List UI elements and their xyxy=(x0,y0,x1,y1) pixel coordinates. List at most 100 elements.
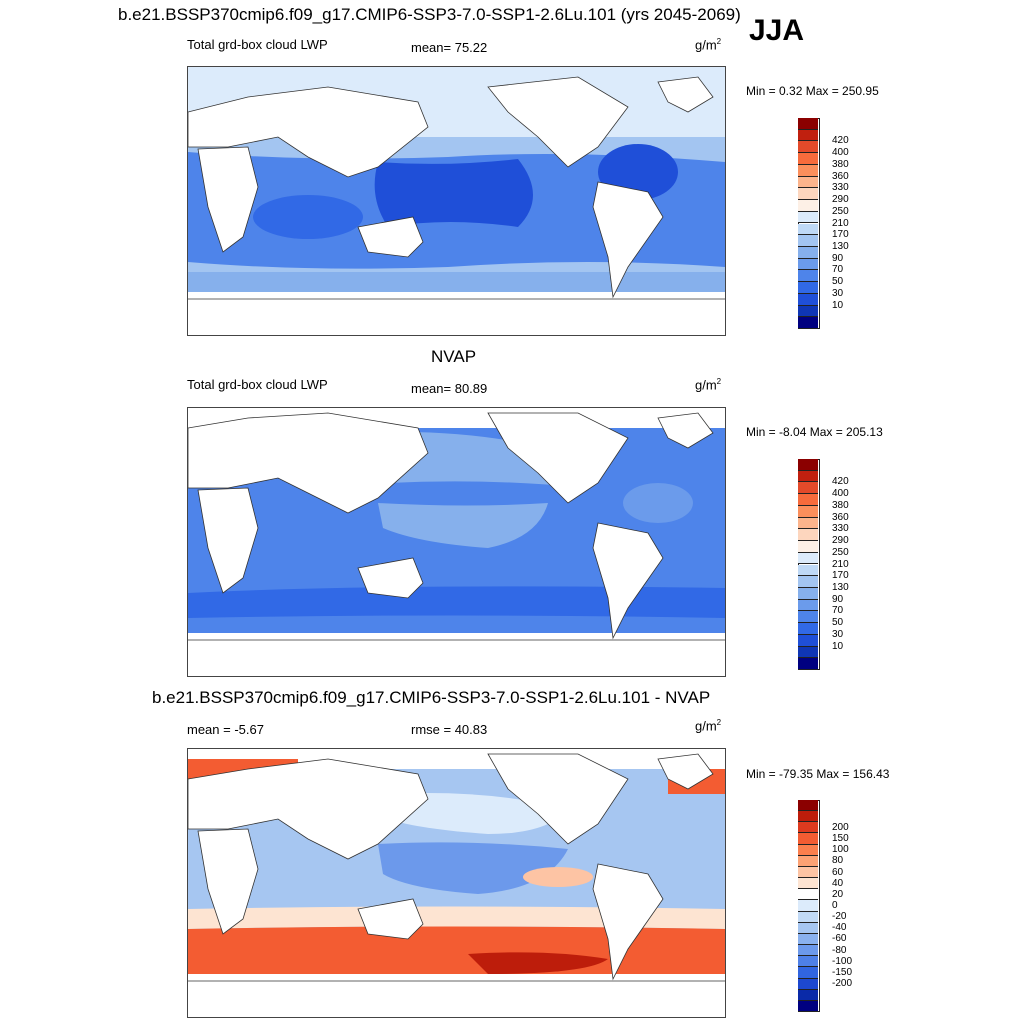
panel3-antarctic xyxy=(188,974,725,1017)
colorbar-label: 0 xyxy=(832,900,838,911)
panel2-north-america xyxy=(487,412,629,504)
colorbar-segment xyxy=(798,900,818,912)
panel2-australia xyxy=(357,557,424,599)
colorbar-segment xyxy=(798,978,818,990)
panel2-eurasia xyxy=(188,412,429,514)
panel1-units: g/m2 xyxy=(695,37,722,53)
colorbar-segment xyxy=(798,517,818,530)
panel3-pacific-warm xyxy=(523,867,593,887)
colorbar-segment xyxy=(798,855,818,867)
colorbar-label: 360 xyxy=(832,170,849,182)
colorbar-segment xyxy=(798,811,818,823)
colorbar-segment xyxy=(798,833,818,845)
panel2-units: g/m2 xyxy=(695,377,722,393)
colorbar-label: 30 xyxy=(832,287,844,299)
colorbar-segment xyxy=(798,164,818,177)
colorbar-label: -80 xyxy=(832,944,847,956)
colorbar-segment xyxy=(798,494,818,506)
colorbar-segment xyxy=(798,211,818,224)
panel2-atlantic xyxy=(623,483,693,523)
colorbar-label: 60 xyxy=(832,866,844,878)
colorbar-label: 70 xyxy=(832,605,844,617)
colorbar-segment xyxy=(798,599,818,612)
panel3-map-svg xyxy=(188,749,725,1017)
panel1-antarctic xyxy=(188,292,725,335)
colorbar-label: 330 xyxy=(832,182,849,194)
panel2-pacific-high xyxy=(378,503,548,548)
colorbar-segment xyxy=(798,576,818,588)
panel1-map-svg xyxy=(188,67,725,335)
colorbar-segment xyxy=(798,482,818,495)
panel1-eurasia xyxy=(188,86,429,178)
panel3-north-america xyxy=(487,753,629,845)
panel1-colorbar: 420 400 380 360 330 290 250 210 170 130 90 70 50 30 10 xyxy=(798,118,858,329)
colorbar-segment xyxy=(798,258,818,271)
colorbar-label: 70 xyxy=(832,264,844,276)
colorbar-segment xyxy=(798,505,818,518)
colorbar-label: 130 xyxy=(832,581,849,593)
panel3-australia xyxy=(357,898,424,940)
colorbar-label: 420 xyxy=(832,476,849,488)
season-label: JJA xyxy=(749,14,805,47)
panel2-continents xyxy=(188,412,725,641)
colorbar-label: -100 xyxy=(832,955,853,967)
colorbar-segment xyxy=(798,282,818,294)
colorbar-segment xyxy=(798,129,818,142)
panel3-colorbar: 200 150 100 80 60 40 20 0 -20 -40 -60 -80 -100 -150 -2… xyxy=(798,800,858,1012)
colorbar-label: 10 xyxy=(832,299,844,311)
panel1-south-america xyxy=(592,181,664,299)
colorbar-label: 250 xyxy=(832,205,849,217)
colorbar-segment xyxy=(798,246,818,259)
colorbar-label: -150 xyxy=(832,966,853,978)
colorbar-label: 150 xyxy=(832,833,849,845)
colorbar-label: 380 xyxy=(832,158,849,170)
panel2-greenland xyxy=(657,412,714,449)
colorbar-label: 290 xyxy=(832,535,849,547)
panel3-eurasia xyxy=(188,758,429,860)
panel1-north-america xyxy=(487,76,629,168)
panel1-map xyxy=(187,66,726,336)
colorbar-label: 90 xyxy=(832,593,844,605)
panel1-indian-low xyxy=(253,195,363,239)
colorbar-label: 50 xyxy=(832,276,844,288)
panel1-minmax: Min = 0.32 Max = 250.95 xyxy=(746,84,879,98)
colorbar-segment xyxy=(798,844,818,856)
panel1-title: b.e21.BSSP370cmip6.f09_g17.CMIP6-SSP3-7.… xyxy=(118,5,741,24)
colorbar-label: 30 xyxy=(832,628,844,640)
panel2-southern-band xyxy=(188,586,725,618)
colorbar-segment xyxy=(798,634,818,647)
colorbar-segment xyxy=(798,922,818,934)
colorbar-label: -200 xyxy=(832,978,853,990)
panel3-south-america xyxy=(592,863,664,981)
panel1-africa xyxy=(197,146,259,253)
panel1-australia xyxy=(357,216,424,258)
panel3-minmax: Min = -79.35 Max = 156.43 xyxy=(746,767,890,781)
colorbar-segment xyxy=(798,470,818,483)
panel1-pacific-low xyxy=(374,159,533,227)
panel2-antarctic xyxy=(188,633,725,676)
panel2-map-svg xyxy=(188,408,725,676)
colorbar-segment xyxy=(798,176,818,189)
colorbar-segment xyxy=(798,587,818,600)
colorbar-segment xyxy=(798,141,818,154)
colorbar-segment xyxy=(798,223,818,236)
panel3-map xyxy=(187,748,726,1018)
colorbar-segment xyxy=(798,305,818,318)
panel1-continents xyxy=(188,76,725,300)
panel3-pacific-low xyxy=(378,842,568,894)
colorbar-label: -20 xyxy=(832,911,847,923)
panel2-south-america xyxy=(592,522,664,640)
colorbar-segment xyxy=(798,623,818,635)
panel2-africa xyxy=(197,487,259,594)
panel3-subtropic-neutral xyxy=(188,906,725,929)
panel2-minmax: Min = -8.04 Max = 205.13 xyxy=(746,425,883,439)
colorbar-segment xyxy=(798,459,818,471)
colorbar-segment xyxy=(798,933,818,946)
colorbar-segment xyxy=(798,945,818,957)
colorbar-label: 80 xyxy=(832,855,844,867)
panel1-variable-label: Total grd-box cloud LWP xyxy=(187,37,328,52)
colorbar-label: 50 xyxy=(832,617,844,629)
colorbar-label: -60 xyxy=(832,933,847,945)
panel3-southern-warm xyxy=(188,926,725,977)
colorbar-segment xyxy=(798,200,818,212)
